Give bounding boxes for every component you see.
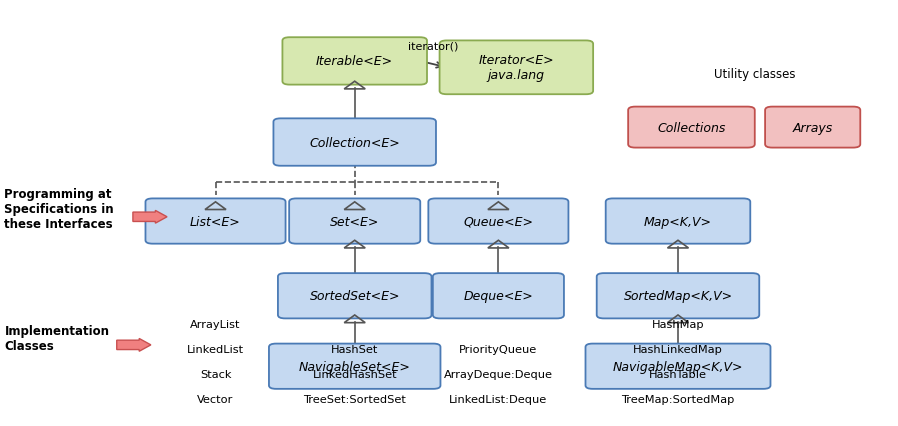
FancyArrow shape — [117, 339, 151, 351]
Text: HashMap: HashMap — [652, 320, 704, 330]
Text: SortedMap<K,V>: SortedMap<K,V> — [623, 290, 733, 302]
Text: HashSet: HashSet — [331, 345, 378, 354]
Text: SortedSet<E>: SortedSet<E> — [310, 290, 400, 302]
FancyBboxPatch shape — [289, 199, 420, 244]
FancyBboxPatch shape — [277, 273, 431, 319]
Text: HashTable: HashTable — [649, 369, 707, 379]
FancyBboxPatch shape — [145, 199, 286, 244]
Text: Programming at
Specifications in
these Interfaces: Programming at Specifications in these I… — [4, 187, 114, 230]
FancyBboxPatch shape — [273, 119, 436, 166]
Text: Queue<E>: Queue<E> — [463, 215, 533, 228]
Text: Set<E>: Set<E> — [330, 215, 379, 228]
FancyBboxPatch shape — [605, 199, 750, 244]
Text: TreeMap:SortedMap: TreeMap:SortedMap — [621, 394, 735, 404]
Text: Collection<E>: Collection<E> — [309, 136, 401, 149]
FancyBboxPatch shape — [428, 199, 568, 244]
FancyBboxPatch shape — [269, 344, 440, 389]
Text: ArrayList: ArrayList — [190, 320, 241, 330]
Text: Deque<E>: Deque<E> — [463, 290, 533, 302]
Text: PriorityQueue: PriorityQueue — [459, 345, 538, 354]
Text: Iterable<E>: Iterable<E> — [316, 55, 393, 68]
FancyBboxPatch shape — [282, 38, 427, 85]
Text: Vector: Vector — [198, 394, 233, 404]
FancyBboxPatch shape — [433, 273, 564, 319]
Text: Arrays: Arrays — [793, 121, 832, 134]
Text: List<E>: List<E> — [190, 215, 241, 228]
FancyBboxPatch shape — [585, 344, 770, 389]
FancyBboxPatch shape — [439, 41, 593, 95]
FancyArrow shape — [133, 211, 167, 224]
Text: Stack: Stack — [199, 369, 232, 379]
Text: Collections: Collections — [657, 121, 726, 134]
Text: Map<K,V>: Map<K,V> — [644, 215, 712, 228]
Text: LinkedHashSet: LinkedHashSet — [313, 369, 397, 379]
Text: TreeSet:SortedSet: TreeSet:SortedSet — [304, 394, 406, 404]
Text: Utility classes: Utility classes — [714, 68, 795, 81]
Text: NavigableMap<K,V>: NavigableMap<K,V> — [612, 360, 744, 373]
Text: iterator(): iterator() — [408, 41, 459, 51]
FancyBboxPatch shape — [596, 273, 759, 319]
Text: Iterator<E>
java.lang: Iterator<E> java.lang — [479, 54, 554, 82]
Text: LinkedList:Deque: LinkedList:Deque — [449, 394, 548, 404]
FancyBboxPatch shape — [628, 107, 754, 148]
Text: NavigableSet<E>: NavigableSet<E> — [299, 360, 410, 373]
Text: LinkedList: LinkedList — [187, 345, 244, 354]
Text: HashLinkedMap: HashLinkedMap — [633, 345, 723, 354]
FancyBboxPatch shape — [765, 107, 860, 148]
Text: ArrayDeque:Deque: ArrayDeque:Deque — [444, 369, 553, 379]
Text: Implementation
Classes: Implementation Classes — [4, 324, 110, 352]
